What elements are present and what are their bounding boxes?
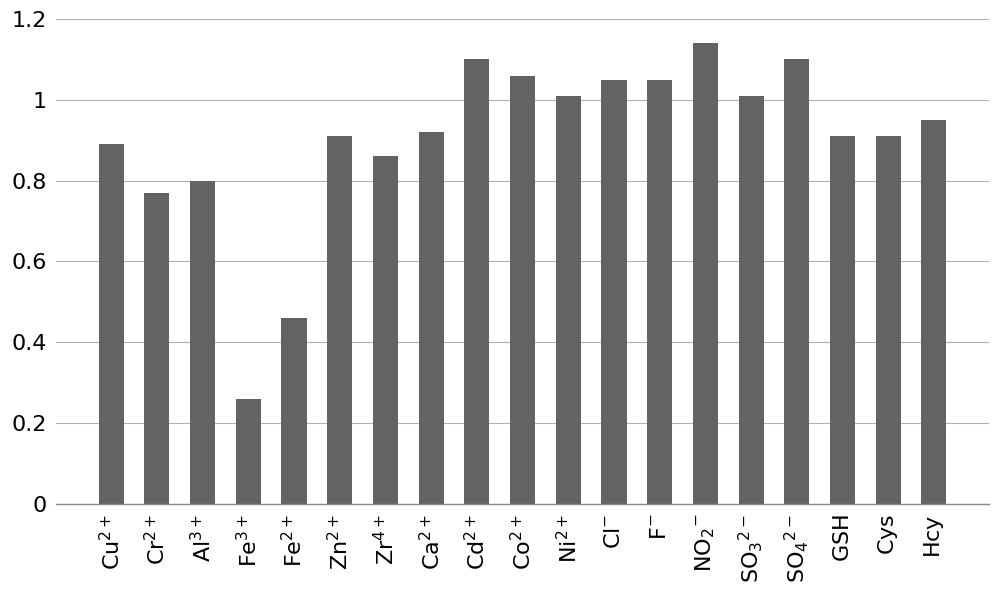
Bar bbox=[876, 136, 901, 504]
Bar bbox=[190, 181, 215, 504]
Bar bbox=[373, 156, 398, 504]
Bar bbox=[830, 136, 855, 504]
Bar bbox=[601, 80, 627, 504]
Bar bbox=[281, 318, 307, 504]
Bar bbox=[419, 132, 444, 504]
Bar bbox=[99, 144, 124, 504]
Bar bbox=[693, 43, 718, 504]
Bar bbox=[236, 399, 261, 504]
Bar bbox=[144, 192, 169, 504]
Bar bbox=[327, 136, 352, 504]
Bar bbox=[784, 59, 809, 504]
Bar bbox=[647, 80, 672, 504]
Bar bbox=[739, 96, 764, 504]
Bar bbox=[921, 120, 946, 504]
Bar bbox=[510, 75, 535, 504]
Bar bbox=[464, 59, 489, 504]
Bar bbox=[556, 96, 581, 504]
